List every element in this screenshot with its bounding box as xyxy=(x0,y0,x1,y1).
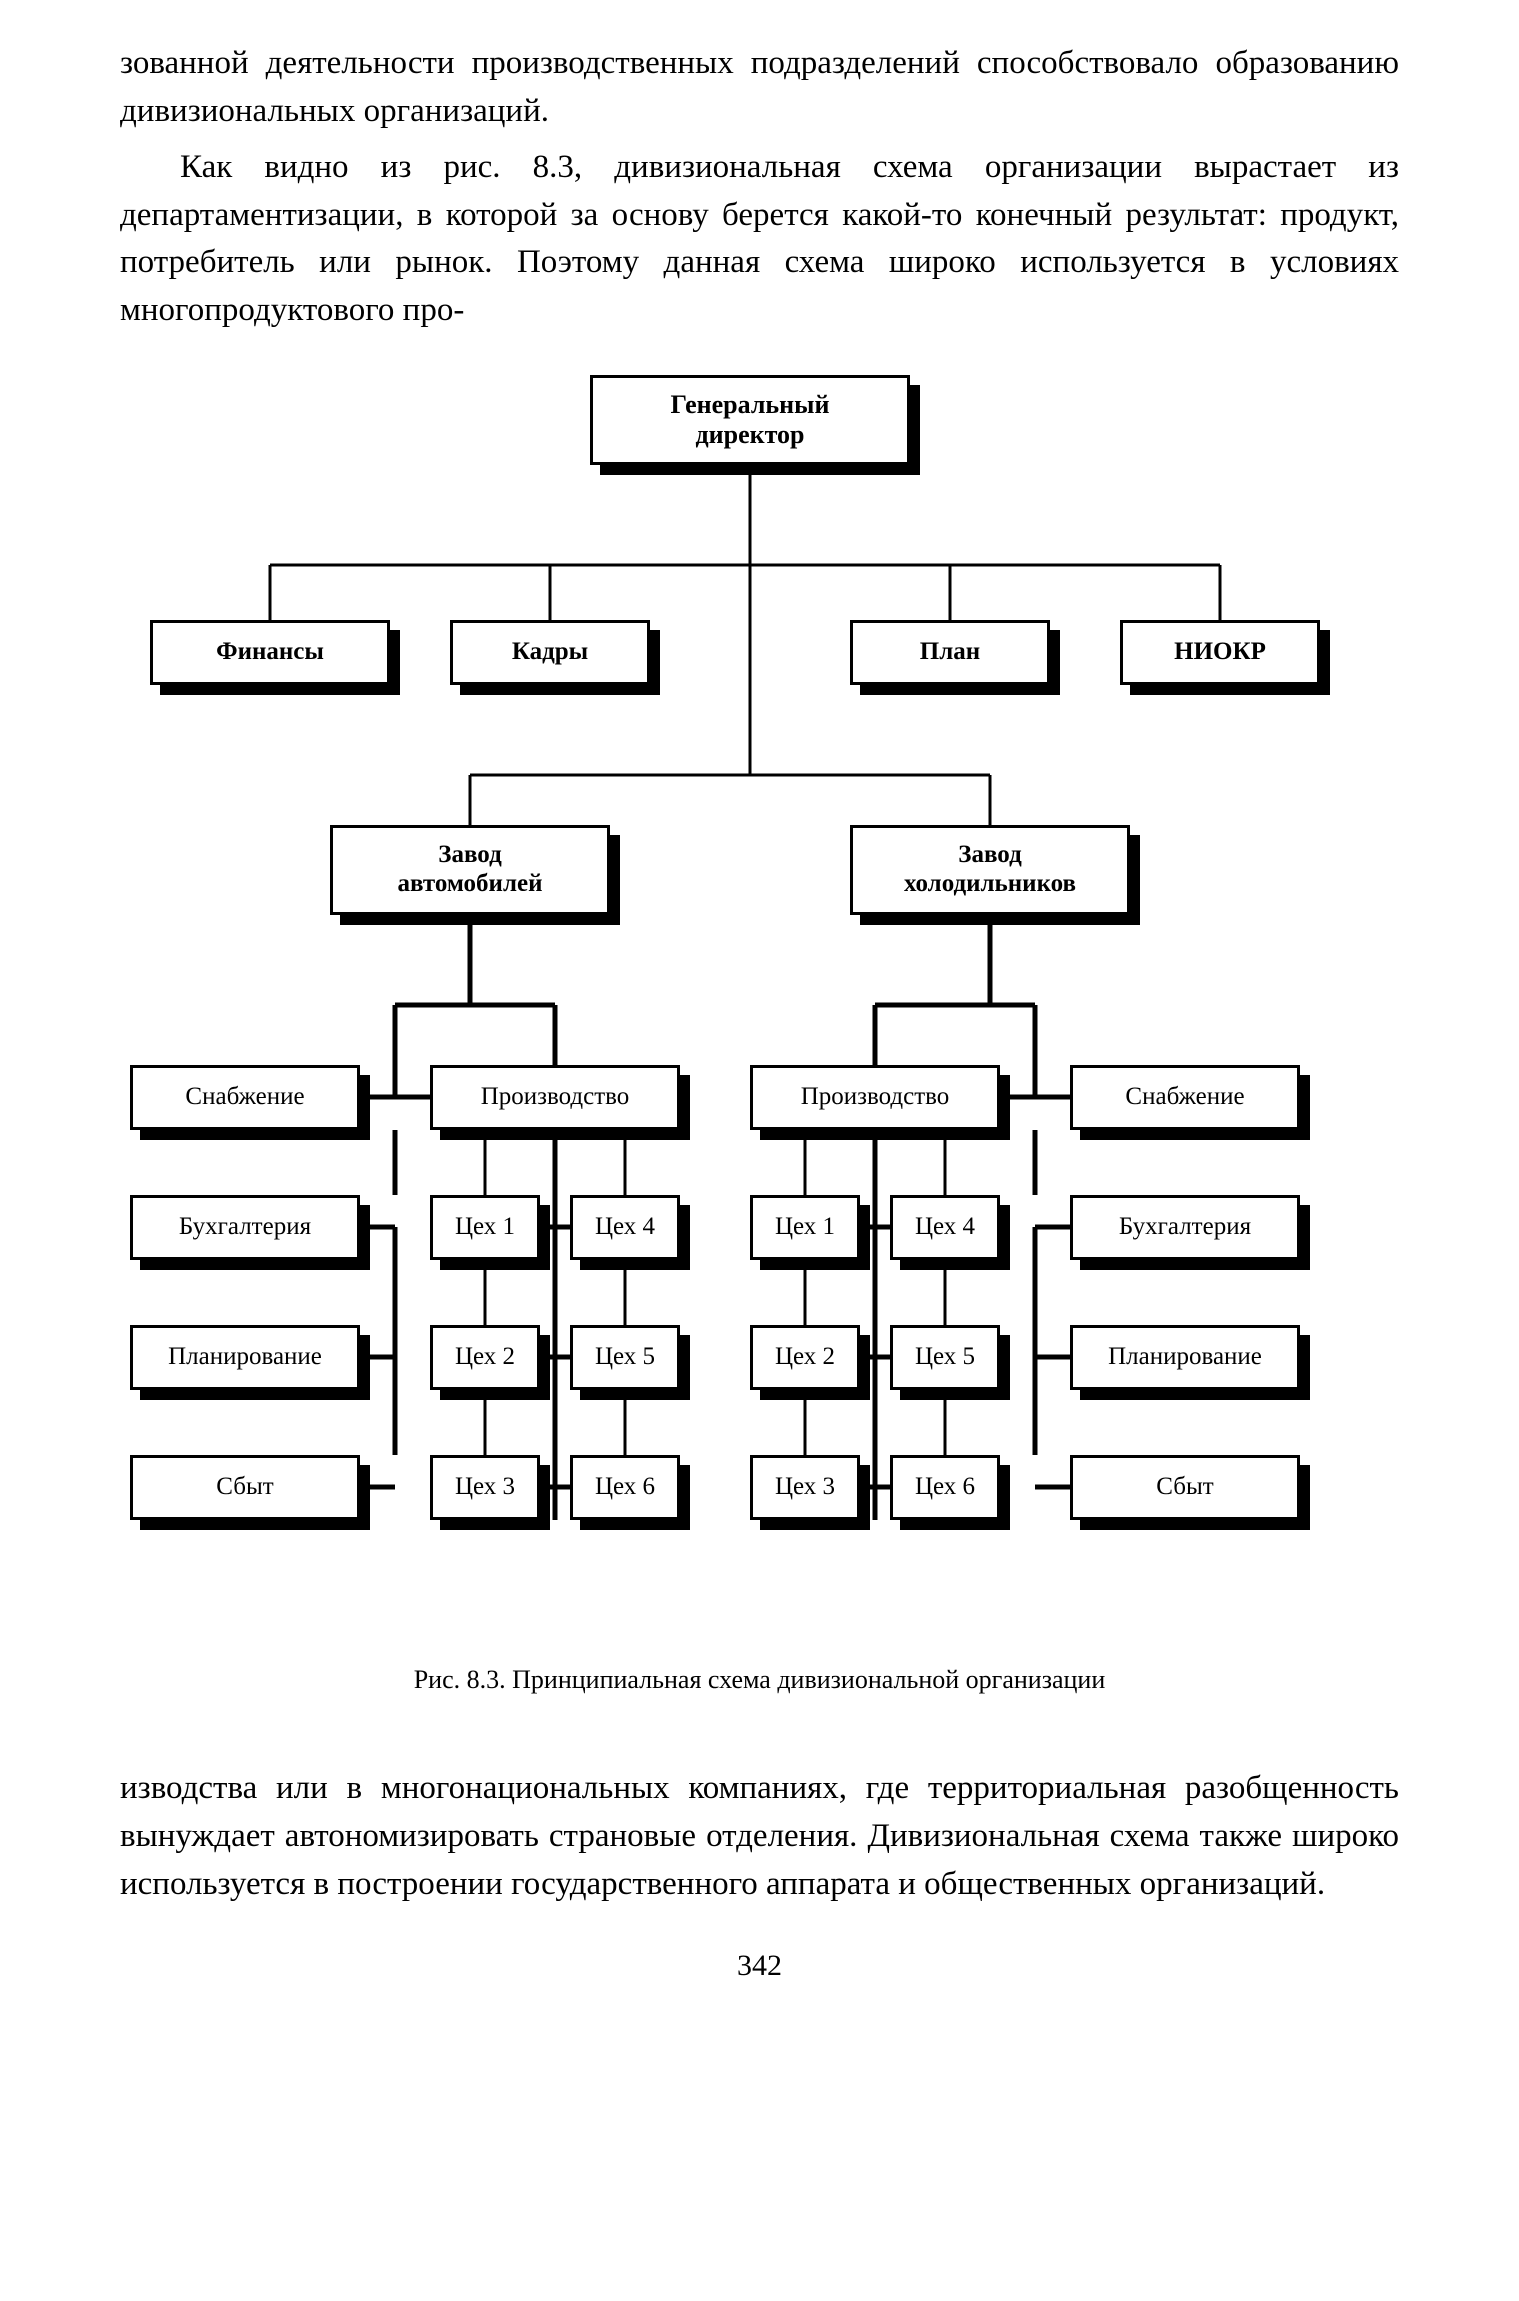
page-number: 342 xyxy=(120,1949,1399,1983)
node-plan: План xyxy=(850,620,1050,685)
node-a_c2: Цех 2 xyxy=(430,1325,540,1390)
node-label: Бухгалтерия xyxy=(179,1213,311,1242)
node-a_c3: Цех 3 xyxy=(430,1455,540,1520)
node-label: НИОКР xyxy=(1174,638,1266,667)
node-h_c6: Цех 6 xyxy=(890,1455,1000,1520)
node-label: Бухгалтерия xyxy=(1119,1213,1251,1242)
node-fin: Финансы xyxy=(150,620,390,685)
node-label: Цех 3 xyxy=(775,1473,835,1502)
node-label: Цех 6 xyxy=(595,1473,655,1502)
node-h_prod: Производство xyxy=(750,1065,1000,1130)
node-label: Цех 1 xyxy=(775,1213,835,1242)
node-label: Цех 6 xyxy=(915,1473,975,1502)
node-label: директор xyxy=(695,420,804,450)
node-h_c1: Цех 1 xyxy=(750,1195,860,1260)
node-h_c4: Цех 4 xyxy=(890,1195,1000,1260)
node-gd: Генеральныйдиректор xyxy=(590,375,910,465)
node-label: Цех 2 xyxy=(775,1343,835,1372)
node-a_plan: Планирование xyxy=(130,1325,360,1390)
figure-caption: Рис. 8.3. Принципиальная схема дивизиона… xyxy=(120,1665,1399,1695)
paragraph-1: зованной деятельности производственных п… xyxy=(120,40,1399,136)
node-label: План xyxy=(920,638,980,667)
node-h_buh: Бухгалтерия xyxy=(1070,1195,1300,1260)
node-label: Цех 2 xyxy=(455,1343,515,1372)
node-label: Снабжение xyxy=(185,1083,304,1112)
node-zh: Заводхолодильников xyxy=(850,825,1130,915)
node-a_buh: Бухгалтерия xyxy=(130,1195,360,1260)
paragraph-2: Как видно из рис. 8.3, дивизиональная сх… xyxy=(120,144,1399,335)
diagram-edges xyxy=(120,365,1400,1645)
node-a_c4: Цех 4 xyxy=(570,1195,680,1260)
node-h_c3: Цех 3 xyxy=(750,1455,860,1520)
node-a_c5: Цех 5 xyxy=(570,1325,680,1390)
node-h_plan: Планирование xyxy=(1070,1325,1300,1390)
node-label: Цех 5 xyxy=(595,1343,655,1372)
node-niokr: НИОКР xyxy=(1120,620,1320,685)
node-label: Генеральный xyxy=(671,390,830,420)
node-label: Производство xyxy=(801,1083,950,1112)
node-label: Завод xyxy=(958,841,1021,870)
node-a_snab: Снабжение xyxy=(130,1065,360,1130)
node-h_c5: Цех 5 xyxy=(890,1325,1000,1390)
node-label: холодильников xyxy=(904,870,1076,899)
node-h_c2: Цех 2 xyxy=(750,1325,860,1390)
node-label: Снабжение xyxy=(1125,1083,1244,1112)
node-label: Производство xyxy=(481,1083,630,1112)
node-a_c1: Цех 1 xyxy=(430,1195,540,1260)
node-label: Финансы xyxy=(216,638,324,667)
node-label: автомобилей xyxy=(398,870,543,899)
paragraph-3: изводства или в многонациональных компан… xyxy=(120,1765,1399,1909)
node-h_sbyt: Сбыт xyxy=(1070,1455,1300,1520)
node-label: Завод xyxy=(438,841,501,870)
node-a_sbyt: Сбыт xyxy=(130,1455,360,1520)
node-label: Цех 5 xyxy=(915,1343,975,1372)
node-label: Сбыт xyxy=(1156,1473,1213,1502)
node-label: Планирование xyxy=(1108,1343,1262,1372)
org-chart-diagram: Генеральныйдиректор Финансы Кадры План НИОКР… xyxy=(120,365,1400,1645)
node-label: Цех 4 xyxy=(595,1213,655,1242)
node-label: Цех 3 xyxy=(455,1473,515,1502)
node-h_snab: Снабжение xyxy=(1070,1065,1300,1130)
node-kad: Кадры xyxy=(450,620,650,685)
node-a_prod: Производство xyxy=(430,1065,680,1130)
node-label: Сбыт xyxy=(216,1473,273,1502)
node-label: Цех 4 xyxy=(915,1213,975,1242)
node-label: Кадры xyxy=(512,638,588,667)
node-label: Планирование xyxy=(168,1343,322,1372)
node-za: Заводавтомобилей xyxy=(330,825,610,915)
node-a_c6: Цех 6 xyxy=(570,1455,680,1520)
node-label: Цех 1 xyxy=(455,1213,515,1242)
